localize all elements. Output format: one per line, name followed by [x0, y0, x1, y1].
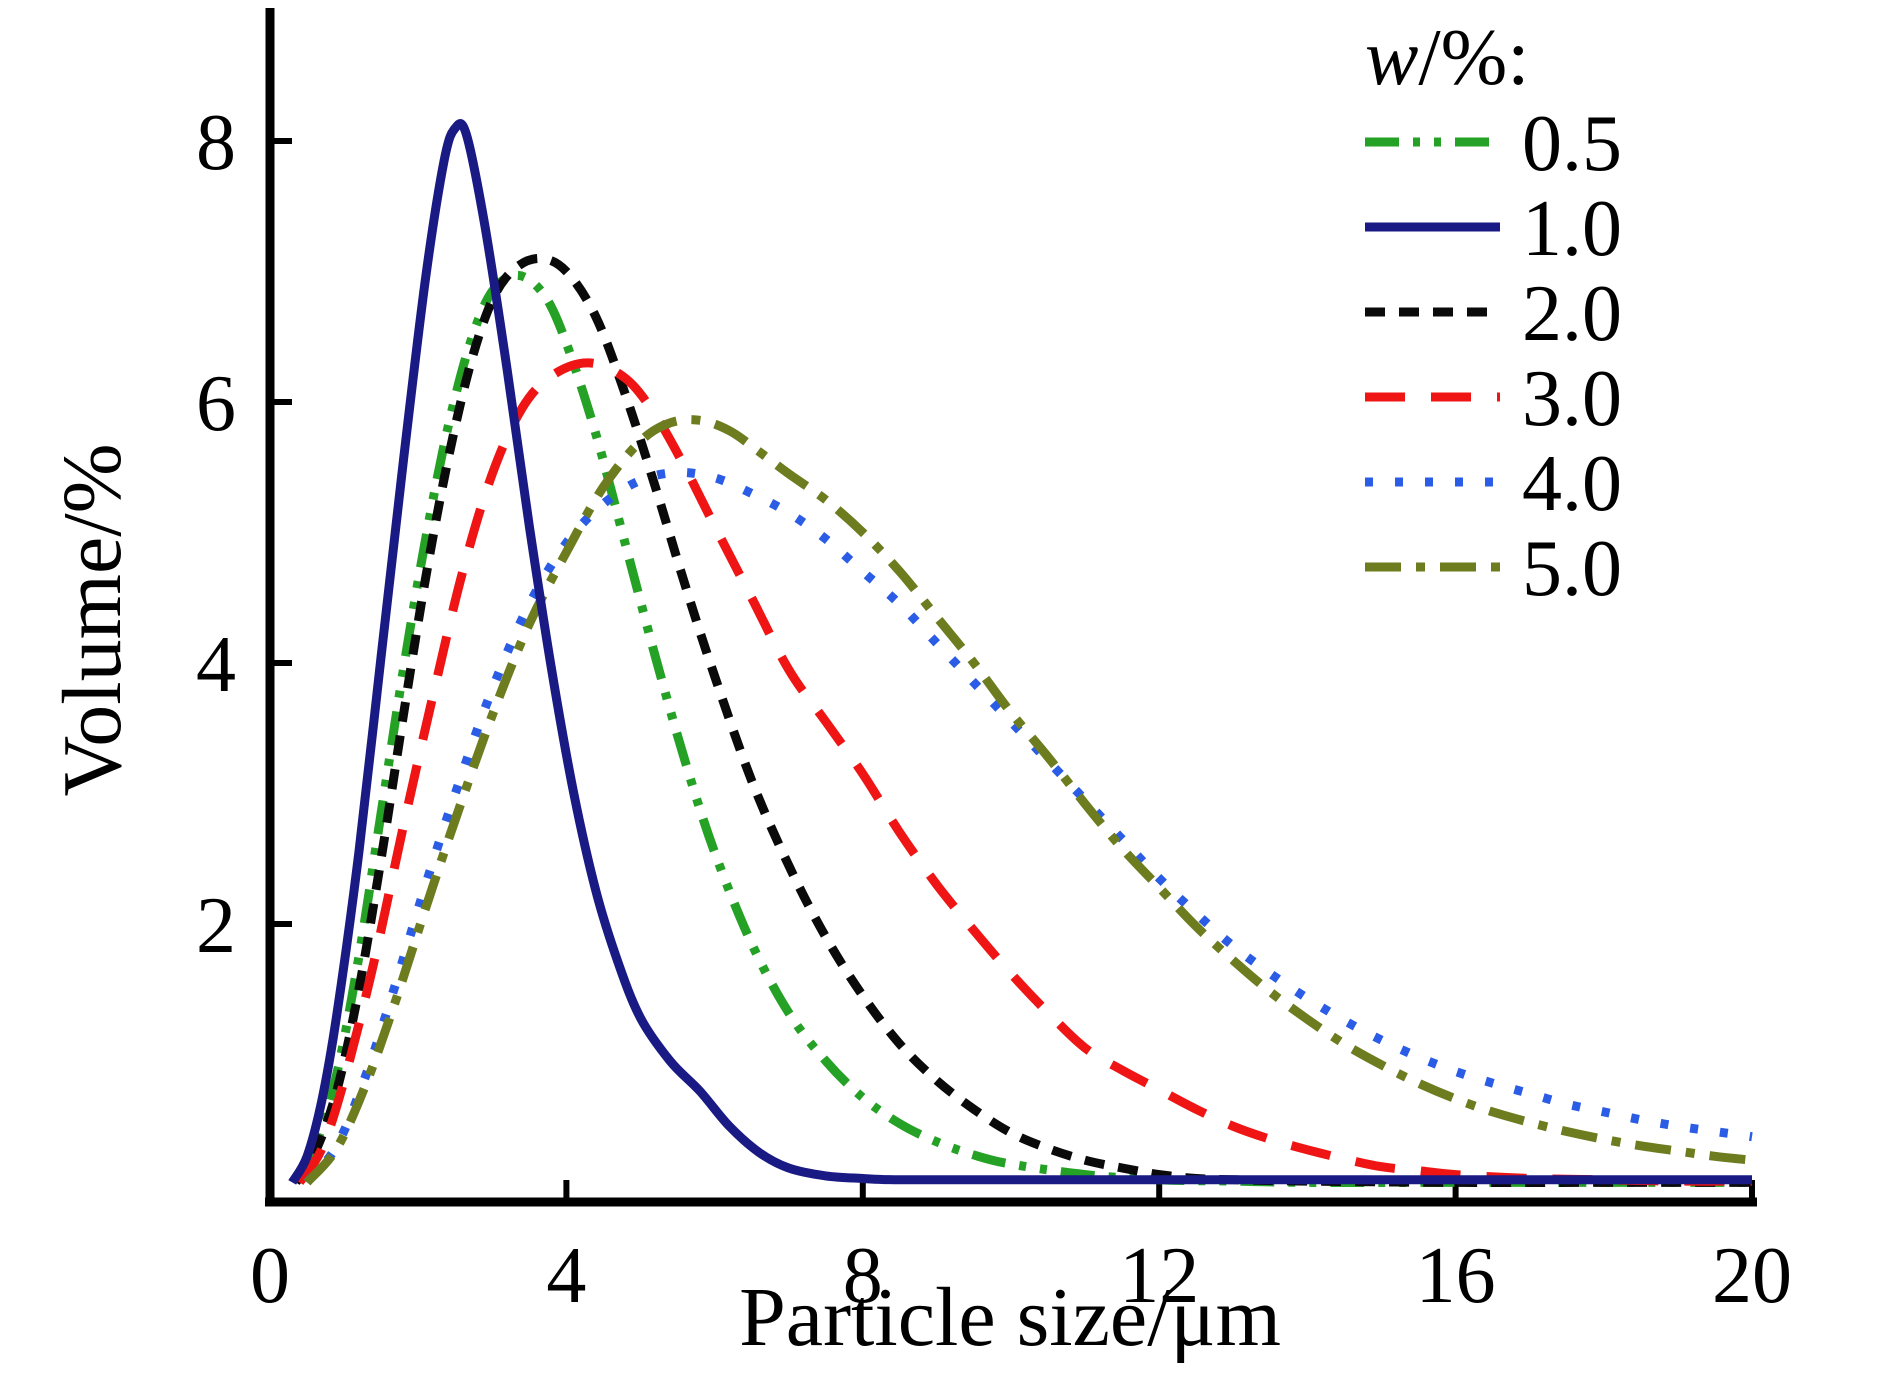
x-tick-label-4: 4	[546, 1232, 586, 1320]
y-tick-label-8: 8	[196, 99, 236, 187]
y-tick-label-4: 4	[196, 621, 236, 709]
legend-label-w-1.0: 1.0	[1522, 185, 1622, 273]
legend: w/%: 0.51.02.03.04.05.0	[1365, 14, 1622, 613]
legend-title-variable: w	[1365, 14, 1418, 102]
y-axis-title: Volume/%	[46, 443, 139, 796]
x-tick-label-20: 20	[1712, 1232, 1792, 1320]
x-tick-label-8: 8	[843, 1232, 883, 1320]
legend-label-w-3.0: 3.0	[1522, 355, 1622, 443]
legend-label-w-0.5: 0.5	[1522, 100, 1622, 188]
ticks-group: 2 4 6 8 0 4 8 12 16 20	[196, 99, 1792, 1320]
x-tick-label-0: 0	[250, 1232, 290, 1320]
legend-title: w/%:	[1365, 14, 1529, 102]
curve-w-3.0	[295, 358, 1753, 1186]
curve-w-5.0	[303, 415, 1753, 1186]
legend-label-w-2.0: 2.0	[1522, 270, 1622, 358]
legend-label-w-4.0: 4.0	[1522, 440, 1622, 528]
curve-w-4.0	[303, 467, 1753, 1186]
legend-title-unit: /%:	[1418, 14, 1529, 102]
curves-group	[288, 118, 1753, 1187]
y-tick-label-2: 2	[196, 882, 236, 970]
x-tick-label-16: 16	[1416, 1232, 1496, 1320]
y-tick-label-6: 6	[196, 360, 236, 448]
x-tick-label-12: 12	[1119, 1232, 1199, 1320]
curve-w-1.0	[288, 118, 1752, 1185]
x-axis-title: Particle size/μm	[739, 1271, 1281, 1364]
legend-label-w-5.0: 5.0	[1522, 525, 1622, 613]
